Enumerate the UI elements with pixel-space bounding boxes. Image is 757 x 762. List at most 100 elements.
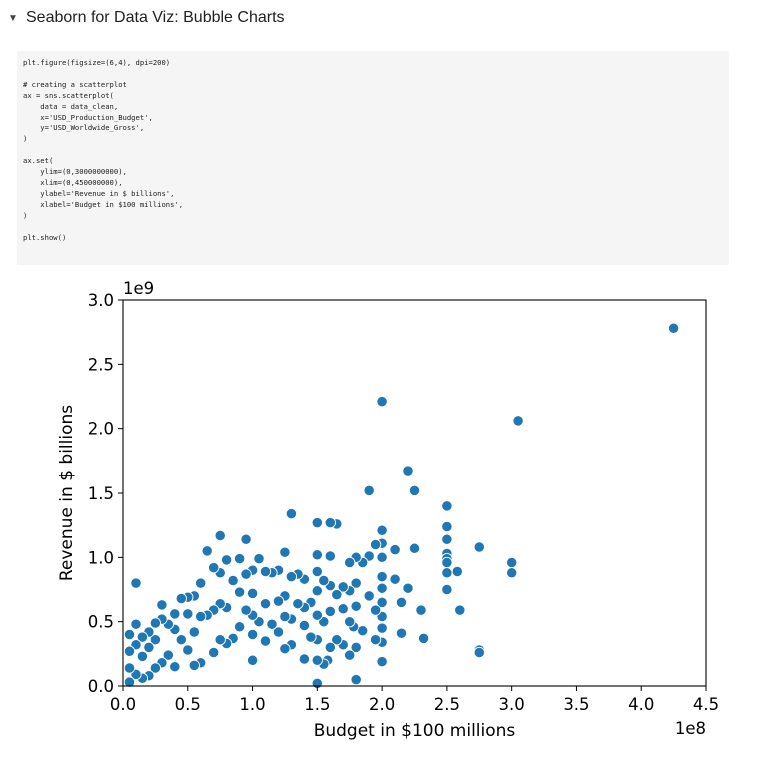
data-point — [298, 619, 311, 632]
x-offset-text: 1e8 — [675, 719, 706, 738]
data-point — [208, 646, 220, 659]
data-point — [350, 577, 362, 589]
data-point — [169, 608, 181, 620]
data-point — [292, 598, 304, 610]
data-point — [169, 661, 181, 673]
data-point — [123, 662, 136, 674]
data-point — [123, 676, 136, 688]
data-point — [324, 516, 336, 529]
x-axis-label: Budget in $100 millions — [314, 721, 516, 741]
data-point — [311, 549, 323, 561]
data-point — [506, 567, 518, 579]
data-point — [240, 604, 252, 616]
y-tick-label: 0.5 — [88, 613, 114, 632]
data-point — [454, 604, 466, 616]
data-point — [123, 628, 136, 641]
data-point — [272, 595, 285, 607]
x-tick-label: 3.5 — [563, 695, 589, 714]
data-point — [415, 604, 427, 616]
data-point — [395, 627, 408, 639]
data-point — [473, 541, 485, 553]
data-point — [512, 415, 524, 427]
x-tick-label: 2.0 — [369, 695, 395, 714]
data-point — [324, 550, 336, 562]
data-point — [240, 568, 252, 580]
data-point — [208, 561, 220, 574]
plot-output: 0.0 0.5 1.0 1.5 2.0 2.5 3.0 3.5 4.0 4.5 0.0 0.5 1.0 1… — [0, 270, 757, 762]
data-point — [376, 524, 388, 536]
data-point — [369, 634, 382, 646]
x-tick-label: 1.0 — [239, 695, 265, 714]
data-point — [402, 465, 414, 477]
data-point — [233, 621, 246, 633]
y-tick-label: 2.0 — [88, 420, 114, 439]
data-point — [214, 634, 226, 646]
data-point — [220, 554, 233, 566]
data-point — [195, 577, 207, 589]
data-point — [441, 500, 453, 512]
y-tick-label: 2.5 — [88, 355, 114, 374]
data-point — [350, 673, 362, 686]
data-point — [337, 581, 349, 593]
y-offset-text: 1e9 — [123, 279, 154, 298]
data-point — [408, 542, 421, 554]
data-point — [253, 552, 265, 565]
y-axis-label: Revenue in $ billions — [57, 405, 77, 581]
data-point — [305, 631, 317, 643]
data-point — [324, 641, 336, 654]
data-point — [318, 574, 330, 587]
data-point — [279, 610, 291, 623]
data-point — [130, 618, 142, 630]
data-point — [162, 649, 174, 661]
data-point — [376, 655, 388, 668]
section-header[interactable]: ▼ Seaborn for Data Viz: Bubble Charts — [8, 6, 285, 30]
section-title: Seaborn for Data Viz: Bubble Charts — [26, 9, 285, 26]
data-point — [344, 556, 356, 569]
code-text: plt.figure(figsize=(6,4), dpi=200) # cre… — [23, 58, 184, 242]
data-point — [376, 622, 388, 634]
data-point — [395, 596, 408, 609]
data-point — [441, 567, 453, 579]
data-point — [337, 603, 349, 615]
data-point — [376, 395, 388, 408]
data-point — [667, 322, 680, 334]
y-tick-label: 0.0 — [88, 677, 114, 696]
data-point — [240, 533, 252, 545]
y-tick-label: 1.5 — [88, 484, 114, 503]
x-tick-label: 3.0 — [499, 695, 525, 714]
data-point — [188, 626, 200, 638]
x-tick-label: 4.0 — [628, 695, 654, 714]
data-point — [279, 546, 291, 558]
data-point — [259, 598, 272, 610]
data-point — [175, 592, 187, 605]
data-point — [408, 484, 421, 497]
data-point — [285, 570, 298, 583]
data-point — [376, 570, 388, 583]
data-point — [175, 634, 187, 646]
data-point — [188, 659, 200, 672]
data-point — [285, 507, 298, 520]
data-point — [324, 605, 336, 618]
data-point — [376, 596, 388, 609]
data-point — [214, 529, 226, 542]
data-point — [311, 609, 323, 621]
data-point — [149, 617, 162, 629]
data-point — [246, 628, 259, 641]
data-point — [363, 590, 375, 602]
data-point — [136, 631, 149, 643]
data-point — [156, 599, 168, 611]
data-point — [451, 565, 463, 578]
x-tick-label: 0.5 — [175, 695, 201, 714]
data-point — [441, 556, 453, 569]
data-point — [350, 600, 362, 612]
data-point — [227, 574, 239, 587]
data-point — [233, 552, 246, 565]
data-point — [182, 644, 194, 656]
data-point — [279, 643, 291, 655]
data-point — [259, 565, 272, 578]
code-cell[interactable]: plt.figure(figsize=(6,4), dpi=200) # cre… — [17, 51, 729, 265]
data-point — [201, 545, 213, 557]
caret-down-icon[interactable]: ▼ — [8, 12, 18, 24]
data-point — [441, 520, 453, 533]
x-tick-label: 0.0 — [110, 695, 136, 714]
